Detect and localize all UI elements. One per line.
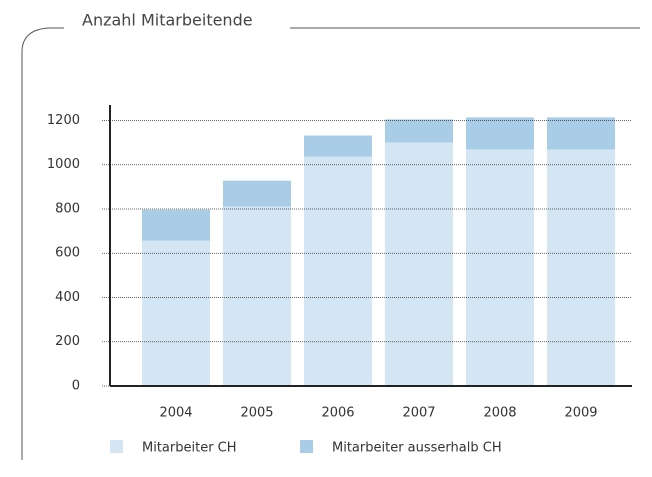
y-tick-label: 800 [55, 201, 80, 216]
x-tick-label: 2006 [321, 406, 354, 421]
bar-segment [385, 119, 453, 143]
legend-swatch [110, 440, 123, 453]
bar-segment [304, 135, 372, 157]
bar-segment [466, 117, 534, 150]
x-tick-label: 2004 [159, 406, 192, 421]
y-tick-label: 0 [72, 379, 80, 394]
y-tick-label: 1200 [47, 113, 80, 128]
x-tick-label: 2007 [402, 406, 435, 421]
bar-segment [142, 240, 210, 386]
legend-label: Mitarbeiter CH [142, 441, 237, 456]
y-tick-label: 1000 [47, 157, 80, 172]
bar-segment [385, 142, 453, 386]
x-tick-label: 2009 [564, 406, 597, 421]
bar-segment [466, 149, 534, 386]
legend-swatch [300, 440, 313, 453]
bar-segment [304, 156, 372, 386]
x-tick-label: 2005 [240, 406, 273, 421]
frame [21, 27, 640, 460]
bar-segment [223, 180, 291, 207]
bar-segment [223, 206, 291, 386]
bar-segment [547, 149, 615, 386]
y-tick-label: 200 [55, 334, 80, 349]
x-tick-label: 2008 [483, 406, 516, 421]
y-tick-label: 400 [55, 290, 80, 305]
bar-segment [547, 117, 615, 150]
chart-title: Anzahl Mitarbeitende [82, 11, 253, 30]
bar-segment [142, 209, 210, 241]
legend-label: Mitarbeiter ausserhalb CH [332, 441, 502, 456]
y-tick-label: 600 [55, 246, 80, 261]
